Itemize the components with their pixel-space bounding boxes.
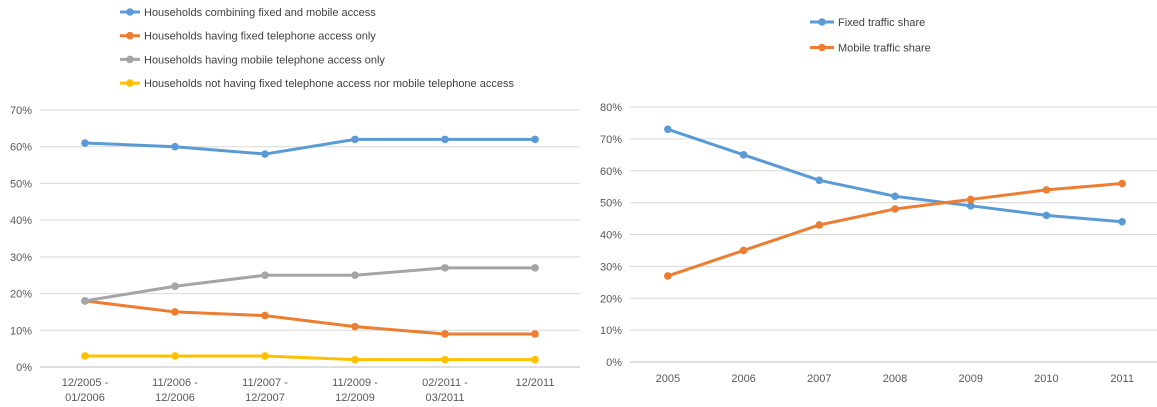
legend-swatch-marker: [126, 8, 134, 16]
data-point: [891, 192, 899, 201]
series-line: [84, 266, 535, 303]
series-line: [85, 354, 535, 362]
data-point: [171, 142, 179, 151]
x-tick-label: 2009: [958, 373, 982, 385]
data-point: [1042, 186, 1051, 194]
data-point: [351, 135, 359, 144]
x-tick-label: 2005: [656, 373, 680, 385]
y-tick-label: 0%: [606, 357, 622, 369]
data-point: [1118, 217, 1126, 226]
data-point: [261, 311, 269, 320]
legend-swatch-marker: [818, 18, 826, 26]
y-tick-label: 20%: [600, 293, 622, 305]
legend-label: Households having mobile telephone acces…: [144, 54, 385, 66]
data-point: [531, 330, 539, 338]
x-tick-label: 12/2011: [516, 377, 555, 389]
data-point: [171, 308, 179, 316]
data-point: [351, 271, 359, 280]
y-tick-label: 80%: [600, 102, 622, 114]
y-tick-label: 30%: [600, 261, 622, 273]
data-point: [891, 205, 899, 213]
data-point: [531, 264, 539, 272]
y-tick-label: 10%: [600, 325, 622, 337]
data-point: [261, 271, 269, 280]
data-point: [531, 355, 539, 364]
x-tick-label: 2006: [731, 373, 755, 385]
x-tick-label: 11/2006 -12/2006: [152, 377, 198, 404]
x-tick-label: 2010: [1034, 373, 1058, 385]
data-point: [81, 139, 89, 147]
data-point: [351, 355, 359, 364]
traffic-share-chart: 0% 10% 20% 30% 40% 50% 60% 70% 80% 2005 2006 2007 20…: [600, 17, 1157, 385]
legend-label: Households not having fixed telephone ac…: [144, 78, 514, 90]
x-tick-label: 2008: [883, 373, 907, 385]
series-line: [84, 299, 535, 336]
y-tick-label: 70%: [10, 105, 32, 117]
data-point: [739, 151, 748, 159]
y-tick-label: 40%: [600, 230, 622, 242]
x-tick-label: 11/2007 -12/2007: [242, 377, 288, 404]
y-tick-label: 40%: [10, 215, 32, 227]
data-point: [441, 135, 449, 144]
data-point: [966, 195, 975, 204]
data-point: [815, 221, 824, 229]
data-point: [441, 330, 449, 338]
legend-label: Households having fixed telephone access…: [144, 31, 376, 43]
data-point: [81, 297, 89, 305]
data-point: [351, 322, 359, 331]
y-tick-label: 0%: [16, 362, 32, 374]
data-point: [171, 282, 179, 291]
legend-label: Households combining fixed and mobile ac…: [144, 7, 376, 19]
data-point: [81, 352, 89, 360]
data-point: [1042, 211, 1051, 220]
y-tick-label: 50%: [10, 178, 32, 190]
legend-swatch-marker: [126, 31, 134, 40]
legend-swatch-marker: [818, 43, 826, 52]
data-point: [441, 355, 449, 364]
data-point: [441, 264, 449, 272]
x-tick-label: 02/2011 -03/2011: [422, 377, 468, 404]
households-access-chart: 0% 10% 20% 30% 40% 50% 60% 70% 12/2005 -01/2006 1…: [10, 7, 580, 404]
legend-label: Mobile traffic share: [838, 43, 931, 55]
y-tick-label: 70%: [600, 134, 622, 146]
data-point: [664, 272, 672, 280]
data-point: [171, 352, 179, 360]
data-point: [815, 176, 824, 185]
data-point: [531, 135, 539, 144]
y-tick-label: 60%: [10, 142, 32, 154]
data-point: [261, 352, 269, 360]
series-line: [84, 137, 535, 156]
legend-swatch-marker: [126, 79, 134, 87]
x-tick-label: 12/2005 -01/2006: [62, 377, 109, 404]
data-point: [261, 150, 269, 158]
legend-label: Fixed traffic share: [838, 17, 925, 29]
y-tick-label: 50%: [600, 198, 622, 210]
y-tick-label: 10%: [10, 325, 32, 337]
x-tick-label: 2011: [1110, 373, 1134, 385]
y-tick-label: 20%: [10, 289, 32, 301]
data-point: [664, 125, 672, 134]
x-tick-label: 2007: [807, 373, 831, 385]
y-tick-label: 60%: [600, 166, 622, 178]
legend-swatch-marker: [126, 55, 134, 64]
data-point: [966, 202, 975, 210]
data-point: [1118, 179, 1126, 188]
x-tick-label: 11/2009 -12/2009: [332, 377, 378, 404]
data-point: [739, 246, 748, 255]
y-tick-label: 30%: [10, 252, 32, 264]
